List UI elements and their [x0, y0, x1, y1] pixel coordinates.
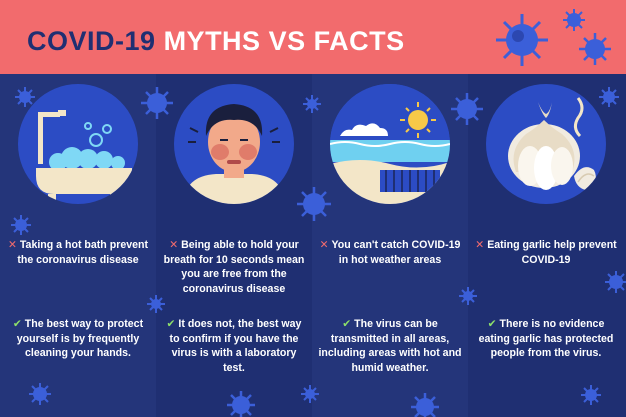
virus-icon: [563, 9, 585, 31]
fact-text: ✔ It does not, the best way to confirm if…: [166, 318, 302, 374]
virus-icon: [29, 383, 51, 405]
person-holding-breath-illustration: [174, 84, 294, 204]
bathtub-illustration: [18, 84, 138, 204]
column-hot-weather: ✕ You can't catch COVID-19 in hot weather…: [312, 74, 468, 417]
fact-text: ✔ The virus can be transmitted in all are…: [318, 318, 462, 374]
virus-icon: [11, 215, 31, 235]
cross-icon: ✕: [169, 239, 179, 251]
header-banner: COVID-19 MYTHS VS FACTS: [0, 0, 626, 74]
virus-icon: [581, 385, 601, 405]
garlic-illustration: [486, 84, 606, 204]
check-icon: ✔: [487, 318, 497, 330]
title-myths-facts: MYTHS VS FACTS: [163, 26, 405, 56]
virus-icon: [459, 287, 477, 305]
column-garlic: ✕ Eating garlic help prevent COVID-19 ✔ Th…: [468, 74, 624, 417]
column-hold-breath: ✕ Being able to hold your breath for 10 s…: [156, 74, 312, 417]
fact-text: ✔ There is no evidence eating garlic has …: [478, 318, 614, 359]
cross-icon: ✕: [319, 239, 329, 251]
column-hot-bath: ✕ Taking a hot bath prevent the coronavir…: [0, 74, 156, 417]
check-icon: ✔: [12, 318, 22, 330]
cross-icon: ✕: [475, 239, 485, 251]
page-title: COVID-19 MYTHS VS FACTS: [27, 26, 405, 56]
myth-text: ✕ Eating garlic help prevent COVID-19: [475, 239, 617, 266]
virus-icon: [303, 95, 321, 113]
virus-icon: [15, 87, 35, 107]
virus-icon: [451, 93, 483, 125]
beach-illustration: [330, 84, 450, 204]
myth-text: ✕ You can't catch COVID-19 in hot weather…: [319, 239, 461, 266]
myth-text: ✕ Taking a hot bath prevent the coronavir…: [7, 239, 148, 266]
cross-icon: ✕: [7, 239, 17, 251]
virus-icon: [599, 87, 619, 107]
virus-icon: [297, 187, 331, 221]
myth-text: ✕ Being able to hold your breath for 10 s…: [163, 239, 305, 295]
virus-icon: [141, 87, 173, 119]
check-icon: ✔: [342, 318, 352, 330]
virus-icon: [301, 385, 319, 403]
virus-icon: [411, 393, 439, 417]
check-icon: ✔: [166, 318, 176, 330]
virus-icon: [579, 33, 611, 65]
virus-icon: [147, 295, 165, 313]
title-covid: COVID-19: [27, 26, 156, 56]
virus-icon: [496, 14, 548, 66]
virus-icon: [227, 391, 255, 417]
fact-text: ✔ The best way to protect yourself is by …: [12, 318, 144, 359]
virus-icon: [605, 271, 626, 293]
